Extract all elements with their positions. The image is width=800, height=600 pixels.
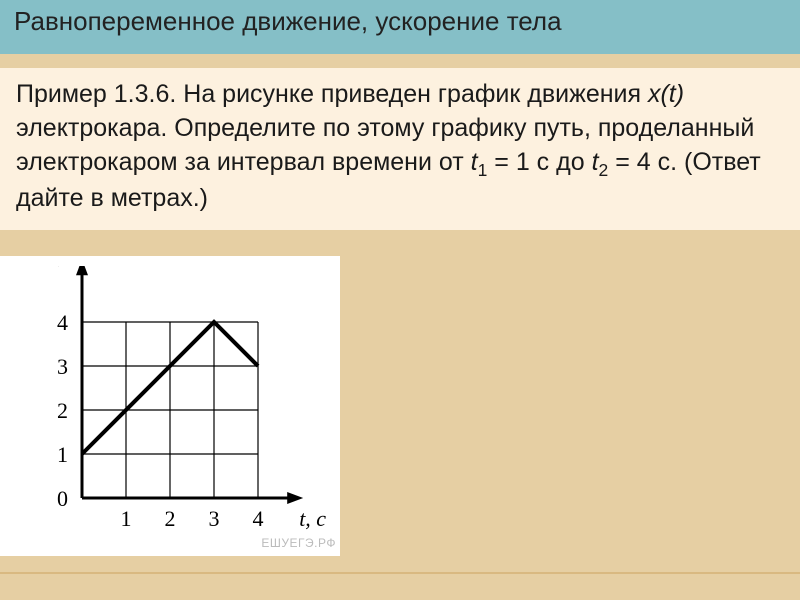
svg-text:2: 2 xyxy=(57,398,68,423)
svg-text:0: 0 xyxy=(57,486,68,511)
problem-text: Пример 1.3.6. На рисунке приведен график… xyxy=(16,78,784,216)
problem-t1sub: 1 xyxy=(478,160,488,180)
svg-text:3: 3 xyxy=(57,354,68,379)
svg-text:1: 1 xyxy=(121,506,132,531)
svg-text:t, с: t, с xyxy=(299,506,326,531)
watermark: ЕШУЕГЭ.РФ xyxy=(261,536,336,550)
problem-t1var: t xyxy=(471,148,478,176)
page-title: Равнопеременное движение, ускорение тела xyxy=(14,6,562,37)
position-time-chart: 0 1 2 3 4 1 2 3 4 x, м t, с xyxy=(10,266,330,546)
svg-text:2: 2 xyxy=(165,506,176,531)
problem-t1eq: = 1 с до xyxy=(487,148,591,176)
problem-xt: x(t) xyxy=(648,80,684,108)
svg-text:x, м: x, м xyxy=(47,266,83,268)
svg-text:3: 3 xyxy=(209,506,220,531)
chart-panel: 0 1 2 3 4 1 2 3 4 x, м t, с ЕШУЕГЭ.РФ xyxy=(0,256,340,556)
footer-divider xyxy=(0,572,800,574)
slide: Равнопеременное движение, ускорение тела… xyxy=(0,0,800,600)
problem-t2sub: 2 xyxy=(599,160,609,180)
svg-text:1: 1 xyxy=(57,442,68,467)
svg-text:4: 4 xyxy=(253,506,264,531)
problem-prefix: Пример 1.3.6. На рисунке приведен график… xyxy=(16,80,648,108)
title-bar: Равнопеременное движение, ускорение тела xyxy=(0,0,800,54)
svg-text:4: 4 xyxy=(57,310,68,335)
problem-statement: Пример 1.3.6. На рисунке приведен график… xyxy=(0,68,800,230)
problem-t2var: t xyxy=(592,148,599,176)
